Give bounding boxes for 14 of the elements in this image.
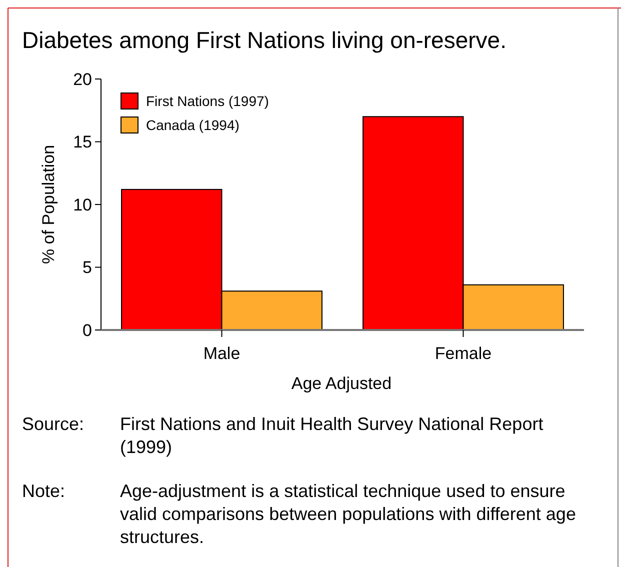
chart-title: Diabetes among First Nations living on-reserve. — [22, 27, 506, 53]
y-tick-label: 15 — [73, 132, 92, 152]
y-tick-label: 5 — [82, 258, 92, 278]
x-tick-label: Female — [434, 344, 492, 363]
y-tick-label: 20 — [73, 70, 92, 89]
y-tick-label: 0 — [82, 320, 92, 340]
legend-label: First Nations (1997) — [146, 92, 269, 109]
y-tick-label: 10 — [73, 195, 92, 214]
text: Source: First Nations and Inuit Health Survey National Report (1999) — [22, 414, 544, 457]
text: Note: Age-adjustment is a statistical technique used to ensure valid comparisons between populations with different age structures. — [22, 481, 576, 547]
y-axis-title: % of Population — [39, 144, 58, 264]
x-axis-title: Age Adjusted — [291, 374, 392, 393]
legend-label: Canada (1994) — [146, 116, 240, 133]
x-tick-label: Male — [203, 344, 240, 363]
